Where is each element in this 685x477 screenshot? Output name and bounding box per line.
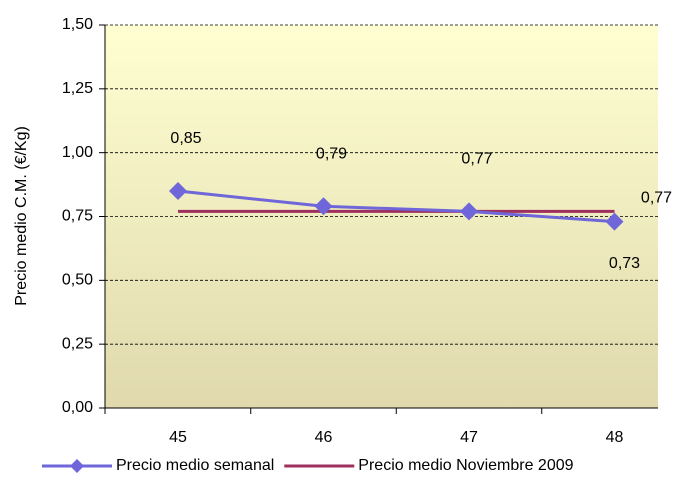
x-tick-label: 47 xyxy=(460,429,478,446)
y-axis-label: Precio medio C.M. (€/Kg) xyxy=(13,126,30,306)
legend-marker xyxy=(70,459,84,473)
marker xyxy=(605,212,624,231)
x-tick-label: 45 xyxy=(169,429,187,446)
legend-label: Precio medio Noviembre 2009 xyxy=(358,457,573,474)
y-tick-label: 1,25 xyxy=(62,80,93,97)
x-tick-label: 46 xyxy=(315,429,333,446)
y-tick-label: 1,50 xyxy=(62,16,93,33)
y-tick-label: 0,00 xyxy=(62,399,93,416)
x-tick-label: 48 xyxy=(606,429,624,446)
y-tick-label: 0,25 xyxy=(62,335,93,352)
marker xyxy=(169,181,187,200)
series-line xyxy=(177,189,615,224)
data-label: 0,85 xyxy=(170,130,201,147)
data-label: 0,73 xyxy=(609,255,640,272)
marker xyxy=(460,202,478,221)
data-label: 0,77 xyxy=(461,151,492,168)
legend-label: Precio medio semanal xyxy=(116,457,274,474)
data-label: 0,77 xyxy=(641,190,672,207)
y-tick-label: 0,75 xyxy=(62,208,93,225)
y-tick-label: 0,50 xyxy=(62,272,93,289)
data-label: 0,79 xyxy=(316,146,347,163)
marker xyxy=(314,197,333,216)
y-tick-label: 1,00 xyxy=(62,144,93,161)
